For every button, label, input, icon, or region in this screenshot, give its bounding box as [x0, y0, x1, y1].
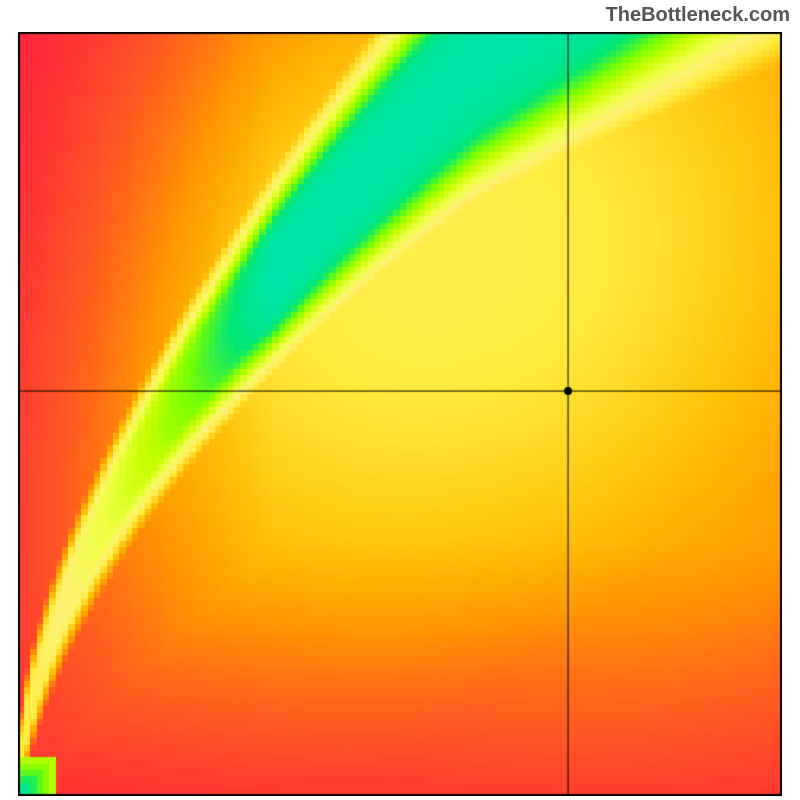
- bottleneck-heatmap: [18, 32, 782, 796]
- chart-container: { "watermark": "TheBottleneck.com", "cha…: [0, 0, 800, 800]
- watermark-text: TheBottleneck.com: [606, 4, 790, 27]
